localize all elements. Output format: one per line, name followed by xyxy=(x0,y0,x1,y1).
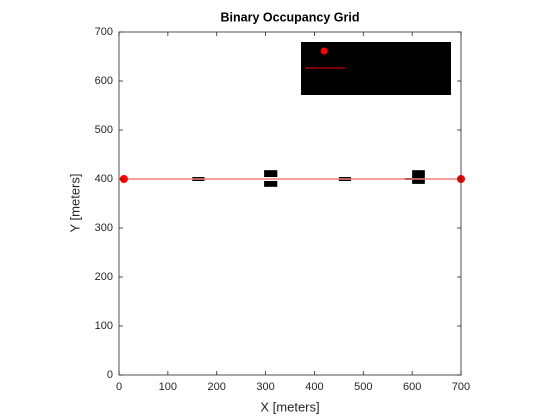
x-tick-label: 600 xyxy=(403,381,421,393)
plot-area xyxy=(119,170,465,187)
axes-box xyxy=(118,31,462,376)
obstacle xyxy=(264,170,278,178)
x-tick-label: 500 xyxy=(354,381,372,393)
x-tick-label: 300 xyxy=(256,381,274,393)
legend xyxy=(301,42,451,95)
y-tick-label: 400 xyxy=(95,173,113,185)
obstacle xyxy=(264,180,278,187)
legend-marker xyxy=(320,47,328,55)
y-tick-label: 100 xyxy=(95,320,113,332)
y-tick-label: 600 xyxy=(95,75,113,87)
x-tick-label: 100 xyxy=(159,381,177,393)
path-point xyxy=(119,175,128,183)
obstacle xyxy=(412,170,425,184)
y-axis-label: Y [meters] xyxy=(67,173,82,232)
x-axis-label: X [meters] xyxy=(260,399,319,414)
y-tick-label: 300 xyxy=(95,222,113,234)
chart-title: Binary Occupancy Grid xyxy=(221,10,360,24)
x-tick-label: 200 xyxy=(208,381,226,393)
x-tick-label: 400 xyxy=(305,381,323,393)
y-tick-label: 0 xyxy=(107,369,113,381)
x-tick-label: 0 xyxy=(116,381,122,393)
y-tick-label: 200 xyxy=(95,271,113,283)
y-tick-label: 700 xyxy=(95,26,113,38)
x-tick-label: 700 xyxy=(452,381,470,393)
y-tick-label: 500 xyxy=(95,124,113,136)
